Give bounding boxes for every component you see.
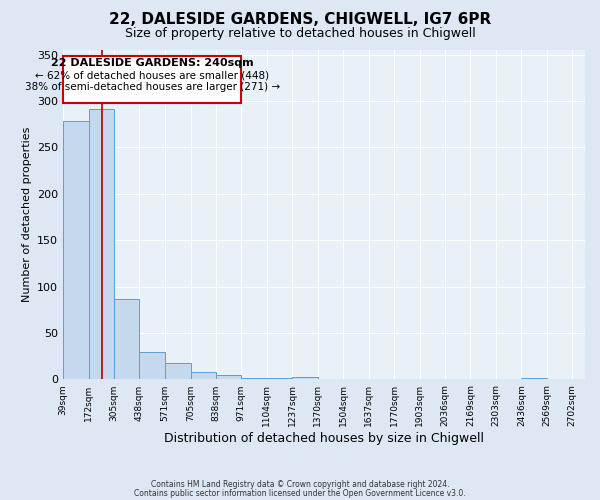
Bar: [191, 372, 216, 380]
Bar: [89, 110, 114, 380]
Bar: [114, 298, 139, 380]
Bar: [63, 122, 89, 380]
Bar: [292, 376, 317, 380]
Bar: [241, 378, 267, 380]
Bar: [139, 352, 165, 380]
Y-axis label: Number of detached properties: Number of detached properties: [22, 127, 32, 302]
Text: 38% of semi-detached houses are larger (271) →: 38% of semi-detached houses are larger (…: [25, 82, 280, 92]
Bar: [165, 363, 191, 380]
Bar: [267, 378, 292, 380]
Bar: [521, 378, 547, 380]
Bar: [63, 56, 241, 103]
X-axis label: Distribution of detached houses by size in Chigwell: Distribution of detached houses by size …: [164, 432, 484, 445]
Bar: [216, 375, 241, 380]
Text: ← 62% of detached houses are smaller (448): ← 62% of detached houses are smaller (44…: [35, 70, 269, 81]
Text: Size of property relative to detached houses in Chigwell: Size of property relative to detached ho…: [125, 28, 475, 40]
Text: Contains public sector information licensed under the Open Government Licence v3: Contains public sector information licen…: [134, 488, 466, 498]
Text: Contains HM Land Registry data © Crown copyright and database right 2024.: Contains HM Land Registry data © Crown c…: [151, 480, 449, 489]
Text: 22 DALESIDE GARDENS: 240sqm: 22 DALESIDE GARDENS: 240sqm: [51, 58, 254, 68]
Text: 22, DALESIDE GARDENS, CHIGWELL, IG7 6PR: 22, DALESIDE GARDENS, CHIGWELL, IG7 6PR: [109, 12, 491, 28]
